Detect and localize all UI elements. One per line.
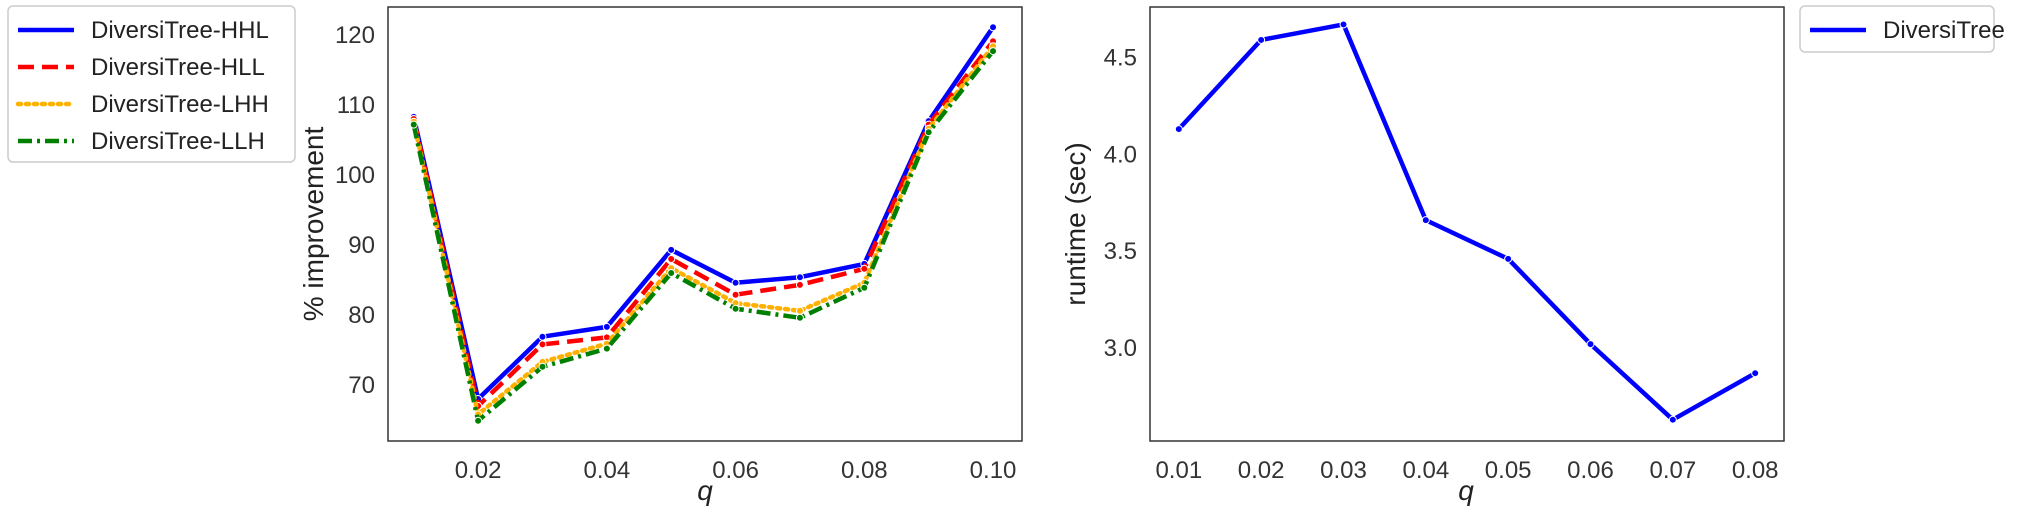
data-point-diversitree-lhh: [795, 306, 804, 315]
data-point-diversitree-hll: [731, 290, 740, 299]
data-point-diversitree-llh: [474, 416, 483, 425]
data-point-diversitree-hll: [795, 280, 804, 289]
improvement-x-axis-label: q: [697, 475, 713, 506]
runtime-y-tick-label: 4.5: [1104, 44, 1137, 71]
data-point-diversitree-hll: [538, 340, 547, 349]
data-point-diversitree: [1174, 125, 1183, 134]
improvement-plot-frame: [387, 6, 1023, 442]
data-point-diversitree-hhl: [602, 322, 611, 331]
data-point-diversitree-hhl: [989, 23, 998, 32]
data-point-diversitree-llh: [795, 313, 804, 322]
data-point-diversitree: [1421, 216, 1430, 225]
series-line-diversitree: [1177, 22, 1757, 422]
data-point-diversitree: [1339, 20, 1348, 29]
improvement-legend: DiversiTree-HHL DiversiTree-HLL DiversiTre…: [7, 5, 296, 163]
series-line-diversitree-hhl: [411, 26, 995, 402]
improvement-y-tick-label: 100: [335, 162, 375, 189]
data-point-diversitree-hhl: [667, 245, 676, 254]
improvement-y-tick-label: 120: [335, 22, 375, 49]
runtime-legend-frame: [1799, 5, 1995, 53]
data-point-diversitree-llh: [924, 128, 933, 137]
runtime-x-tick-label: 0.08: [1732, 457, 1779, 484]
data-point-diversitree-llh: [860, 283, 869, 292]
improvement-legend-frame: [7, 5, 296, 163]
improvement-x-tick-label: 0.04: [583, 457, 630, 484]
improvement-y-tick-label: 110: [337, 92, 375, 119]
improvement-series-group: [409, 23, 998, 425]
improvement-x-tick-label: 0.06: [712, 457, 759, 484]
improvement-y-tick-label: 80: [348, 302, 375, 329]
legend-label-diversitree-llh: DiversiTree-LLH: [91, 128, 265, 155]
data-point-diversitree-hhl: [538, 332, 547, 341]
series-line-diversitree-hll: [411, 39, 995, 409]
runtime-legend: DiversiTree: [1799, 5, 2005, 53]
runtime-x-tick-label: 0.06: [1567, 457, 1614, 484]
runtime-y-tick-label: 3.5: [1104, 238, 1137, 265]
runtime-x-tick-label: 0.02: [1238, 457, 1285, 484]
improvement-y-axis-label: % improvement: [298, 127, 329, 322]
series-line-diversitree-lhh: [411, 43, 996, 417]
data-point-diversitree: [1751, 369, 1760, 378]
runtime-series-group: [1174, 20, 1760, 424]
runtime-x-tick-label: 0.04: [1402, 457, 1449, 484]
data-point-diversitree-llh: [602, 344, 611, 353]
data-point-diversitree: [1668, 415, 1677, 424]
runtime-ticks-group: 0.01 0.02 0.03 0.04 0.05 0.06 0.07 0.08 3.0 3.5 4.…: [1104, 44, 1779, 484]
legend-label-diversitree-hhl: DiversiTree-HHL: [91, 17, 269, 44]
runtime-chart: 0.01 0.02 0.03 0.04 0.05 0.06 0.07 0.08 3.0 3.5 4.…: [1060, 6, 1785, 506]
legend-label-diversitree-hll: DiversiTree-HLL: [91, 54, 265, 81]
improvement-x-tick-label: 0.10: [970, 457, 1017, 484]
runtime-x-tick-label: 0.07: [1649, 457, 1696, 484]
improvement-x-tick-label: 0.02: [455, 457, 502, 484]
data-point-diversitree: [1586, 340, 1595, 349]
improvement-y-tick-label: 90: [348, 232, 375, 259]
data-point-diversitree-hhl: [731, 278, 740, 287]
data-point-diversitree-llh: [409, 120, 418, 129]
improvement-chart: 0.02 0.04 0.06 0.08 0.10 70 80 90 100 110 120 q % …: [298, 6, 1023, 506]
data-point-diversitree-llh: [667, 269, 676, 277]
runtime-plot-frame: [1149, 6, 1785, 442]
data-point-diversitree-hll: [667, 255, 676, 263]
data-point-diversitree-llh: [731, 304, 740, 313]
data-point-diversitree: [1504, 254, 1513, 263]
runtime-x-tick-label: 0.03: [1320, 457, 1367, 484]
improvement-x-tick-label: 0.08: [841, 457, 888, 484]
runtime-y-tick-label: 3.0: [1104, 335, 1137, 362]
improvement-ticks-group: 0.02 0.04 0.06 0.08 0.10 70 80 90 100 110 120: [335, 22, 1016, 484]
improvement-y-tick-label: 70: [348, 372, 375, 399]
data-point-diversitree-llh: [989, 47, 998, 56]
series-line-diversitree-llh: [411, 49, 995, 423]
runtime-x-axis-label: q: [1458, 475, 1474, 506]
runtime-y-axis-label: runtime (sec): [1060, 142, 1091, 305]
runtime-x-tick-label: 0.01: [1155, 457, 1202, 484]
runtime-y-tick-label: 4.0: [1104, 141, 1137, 168]
data-point-diversitree-llh: [538, 362, 547, 371]
data-point-diversitree-hhl: [795, 273, 804, 282]
legend-label-diversitree: DiversiTree: [1883, 17, 2005, 44]
data-point-diversitree: [1257, 35, 1266, 44]
runtime-x-tick-label: 0.05: [1485, 457, 1532, 484]
legend-label-diversitree-lhh: DiversiTree-LHH: [91, 91, 269, 118]
